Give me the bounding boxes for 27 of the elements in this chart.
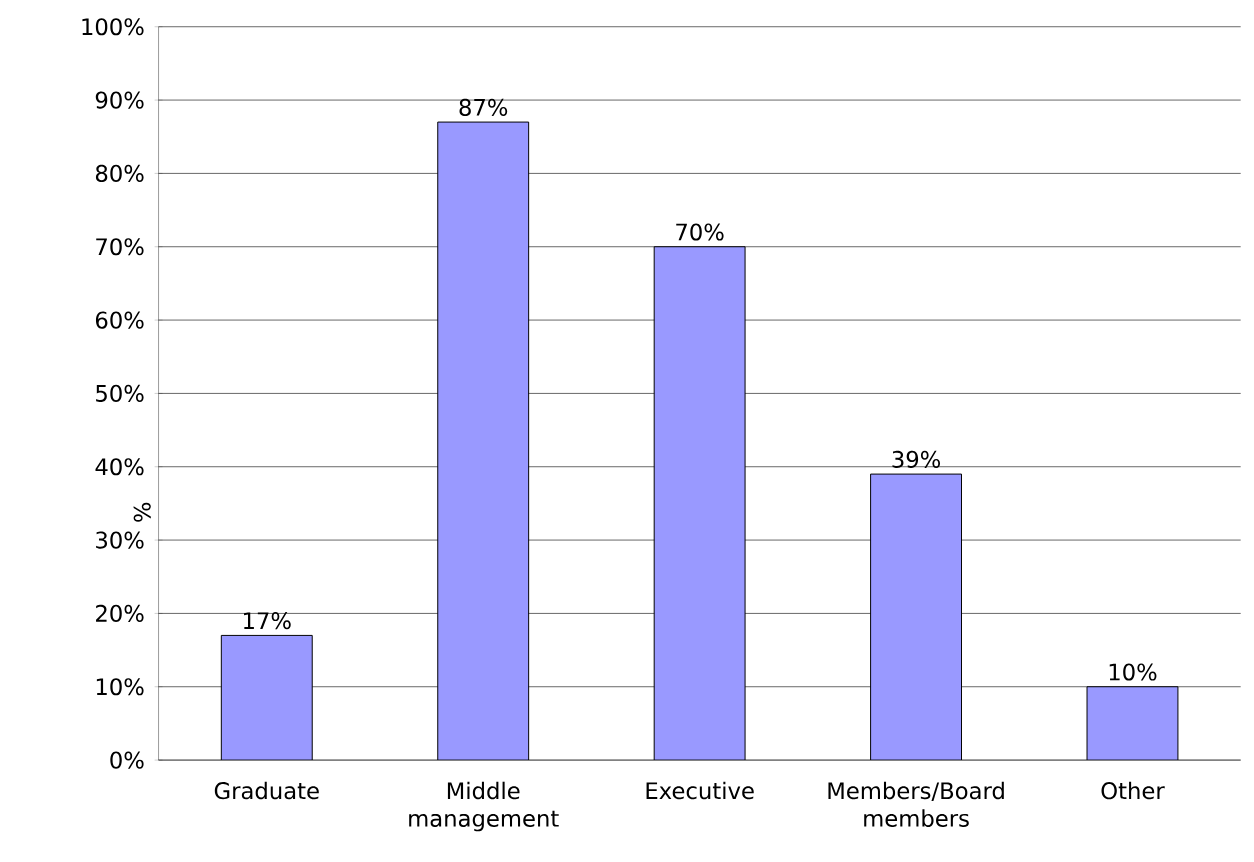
data-label: 87% [459, 98, 508, 116]
y-tick-label: 70% [96, 238, 144, 256]
y-tick-label: 60% [95, 311, 144, 329]
bar [870, 473, 962, 760]
y-axis-title: % [133, 502, 151, 522]
y-tick-label: 90% [95, 91, 144, 109]
y-tick-label: 30% [96, 531, 144, 549]
data-label: 10% [1109, 663, 1157, 681]
bar [653, 246, 746, 760]
y-tick-label: 100% [82, 18, 144, 36]
data-label: 17% [244, 612, 291, 630]
bar [220, 634, 313, 760]
data-label: 39% [892, 450, 941, 468]
x-tick-label: Middle management [409, 781, 559, 832]
data-label: 70% [676, 223, 724, 241]
y-tick-label: 0% [110, 751, 144, 769]
bar [1086, 686, 1179, 760]
x-tick-label: Executive [646, 781, 754, 800]
y-tick-label: 40% [95, 458, 144, 476]
x-tick-label: Other [1101, 781, 1165, 800]
x-tick-label: Graduate [214, 781, 319, 800]
x-tick-label: Members/Board members [828, 781, 1004, 827]
y-tick-label: 20% [96, 604, 144, 622]
y-tick-label: 10% [96, 678, 144, 696]
bar [437, 121, 530, 760]
y-tick-label: 80% [95, 164, 144, 182]
y-tick-label: 50% [96, 384, 144, 402]
